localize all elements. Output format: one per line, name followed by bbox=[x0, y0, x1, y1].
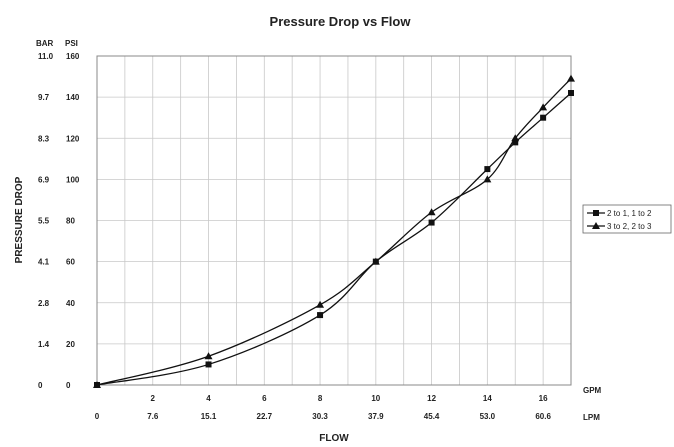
x-tick-gpm: 10 bbox=[371, 394, 380, 403]
y-unit-psi-label: PSI bbox=[65, 39, 78, 48]
y-tick-psi: 20 bbox=[66, 340, 75, 349]
y-tick-psi: 80 bbox=[66, 217, 75, 226]
x-unit-lpm-label: LPM bbox=[583, 413, 600, 422]
data-point-triangle bbox=[539, 103, 548, 111]
grid bbox=[96, 55, 572, 386]
x-tick-gpm: 6 bbox=[262, 394, 267, 403]
data-point-triangle bbox=[483, 175, 492, 183]
x-tick-gpm: 12 bbox=[427, 394, 436, 403]
series-layer bbox=[93, 74, 575, 388]
data-point-square bbox=[540, 114, 547, 121]
data-point-triangle bbox=[316, 300, 325, 308]
y-tick-bar: 1.4 bbox=[38, 340, 50, 349]
x-tick-lpm: 22.7 bbox=[257, 412, 273, 421]
y-tick-bar: 11.0 bbox=[38, 52, 54, 61]
x-tick-lpm: 37.9 bbox=[368, 412, 384, 421]
x-tick-lpm: 45.4 bbox=[424, 412, 440, 421]
data-point-square bbox=[317, 312, 324, 319]
x-tick-lpm: 7.6 bbox=[147, 412, 159, 421]
y-tick-bar: 5.5 bbox=[38, 217, 50, 226]
data-point-triangle bbox=[204, 352, 213, 360]
data-point-square bbox=[568, 90, 574, 97]
legend-triangle-marker bbox=[592, 222, 600, 229]
x-tick-lpm: 30.3 bbox=[312, 412, 328, 421]
data-point-triangle bbox=[93, 381, 101, 388]
plot-frame bbox=[96, 55, 572, 386]
x-unit-gpm-label: GPM bbox=[583, 386, 602, 395]
x-tick-gpm: 4 bbox=[206, 394, 211, 403]
x-tick-gpm: 16 bbox=[539, 394, 548, 403]
chart-title: Pressure Drop vs Flow bbox=[270, 14, 412, 29]
y-tick-psi: 140 bbox=[66, 93, 80, 102]
legend-square-marker bbox=[593, 210, 599, 216]
y-unit-bar-label: BAR bbox=[36, 39, 54, 48]
y-tick-psi: 0 bbox=[66, 381, 71, 390]
data-point-square bbox=[484, 166, 491, 173]
y-tick-psi: 40 bbox=[66, 299, 75, 308]
legend: 2 to 1, 1 to 2 3 to 2, 2 to 3 bbox=[582, 204, 672, 234]
x-tick-lpm: 0 bbox=[95, 412, 100, 421]
y-tick-bar: 4.1 bbox=[38, 258, 50, 267]
data-point-square bbox=[428, 219, 435, 226]
data-point-square bbox=[205, 361, 212, 368]
data-point-square bbox=[512, 139, 519, 146]
x-tick-gpm: 2 bbox=[151, 394, 156, 403]
y-tick-psi: 120 bbox=[66, 134, 80, 143]
y-tick-bar: 6.9 bbox=[38, 175, 50, 184]
data-point-triangle bbox=[427, 208, 436, 216]
x-tick-lpm: 60.6 bbox=[535, 412, 551, 421]
data-point-triangle bbox=[371, 257, 380, 265]
y-tick-psi: 160 bbox=[66, 52, 80, 61]
y-tick-bar: 2.8 bbox=[38, 299, 50, 308]
x-tick-lpm: 53.0 bbox=[480, 412, 496, 421]
data-point-triangle bbox=[511, 134, 520, 142]
x-tick-lpm: 15.1 bbox=[201, 412, 217, 421]
series-line-1 bbox=[96, 92, 572, 386]
x-tick-labels: 0 2 7.6 4 15.1 6 22.7 8 30.3 10 37.9 12 45.4 14 53.0 16… bbox=[95, 394, 552, 421]
y-tick-bar: 8.3 bbox=[38, 134, 50, 143]
y-tick-psi: 100 bbox=[66, 175, 80, 184]
y-axis-label: PRESSURE DROP bbox=[14, 176, 25, 263]
series-line-2 bbox=[96, 78, 572, 386]
x-tick-gpm: 8 bbox=[318, 394, 323, 403]
y-tick-bar: 0 bbox=[38, 381, 43, 390]
y-tick-labels: 0 0 20 1.4 40 2.8 60 4.1 80 5.5 100 6.9 120 8.3 140 9.7… bbox=[38, 52, 80, 390]
legend-entry-2: 3 to 2, 2 to 3 bbox=[607, 222, 652, 231]
y-tick-psi: 60 bbox=[66, 258, 75, 267]
data-point-triangle bbox=[567, 74, 575, 82]
x-axis-label: FLOW bbox=[319, 433, 349, 444]
y-tick-bar: 9.7 bbox=[38, 93, 50, 102]
legend-entry-1: 2 to 1, 1 to 2 bbox=[607, 209, 652, 218]
x-tick-gpm: 14 bbox=[483, 394, 492, 403]
